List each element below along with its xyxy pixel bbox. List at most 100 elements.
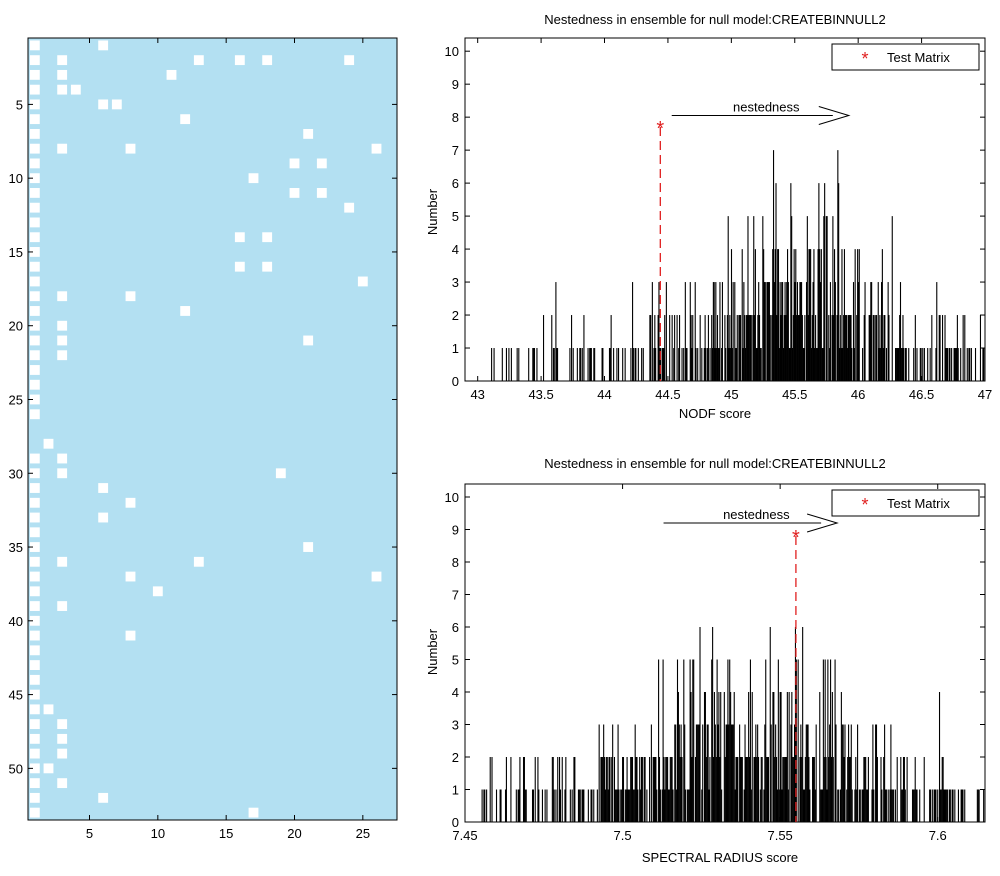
matrix-x-tick-label: 5 [86, 826, 93, 841]
matrix-cell [29, 571, 40, 582]
matrix-cell [29, 173, 40, 184]
nodf-x-tick-label: 43 [470, 387, 484, 402]
spectral-y-tick-label: 9 [452, 523, 459, 538]
matrix-cell [29, 527, 40, 538]
matrix-cell [29, 202, 40, 213]
spectral-plot-frame [464, 483, 986, 823]
nodf-legend-box [831, 43, 980, 71]
nodf-y-tick-label: 3 [452, 275, 459, 290]
matrix-cell [316, 188, 327, 198]
matrix-cell [29, 128, 40, 139]
matrix-cell [29, 379, 40, 390]
matrix-background [28, 38, 397, 820]
matrix-cell [29, 40, 40, 51]
matrix-cell [234, 261, 245, 272]
matrix-cell [29, 158, 40, 169]
matrix-cell [57, 601, 68, 611]
matrix-cell [29, 645, 40, 656]
matrix-y-tick-label: 15 [9, 245, 23, 260]
matrix-cell [98, 483, 109, 493]
spectral-x-tick-label: 7.45 [452, 828, 477, 843]
nodf-y-tick-label: 1 [452, 341, 459, 356]
spectral-chart-title: Nestedness in ensemble for null model:CR… [544, 456, 886, 471]
nodf-x-label: NODF score [679, 406, 751, 421]
matrix-cell [289, 158, 300, 169]
spectral-axes: 7.45 7.5 7.55 7.6 0 1 2 3 4 5 6 7 8 9 10 [445, 483, 986, 843]
matrix-y-tick-label: 35 [9, 540, 23, 555]
matrix-cell [29, 660, 40, 670]
matrix-cell [125, 630, 136, 641]
nodf-legend-label: Test Matrix [887, 50, 950, 65]
matrix-cell [57, 350, 68, 361]
spectral-y-tick-label: 0 [452, 815, 459, 830]
spectral-y-tick-label: 2 [452, 750, 459, 765]
spectral-x-tick-label: 7.55 [767, 828, 792, 843]
matrix-cell [29, 188, 40, 198]
nodf-annotation-arrowhead [818, 106, 851, 125]
matrix-cell [111, 99, 122, 110]
matrix-cell [316, 158, 327, 169]
matrix-x-tick-label: 25 [356, 826, 370, 841]
matrix-cell [57, 335, 68, 346]
matrix-cell [344, 55, 355, 66]
matrix-cell [98, 99, 109, 110]
spectral-y-tick-label: 10 [445, 490, 459, 505]
matrix-cell [125, 291, 136, 302]
matrix-cell [70, 84, 81, 95]
matrix-cell [29, 733, 40, 744]
spectral-y-tick-label: 8 [452, 555, 459, 570]
matrix-cell [29, 483, 40, 493]
matrix-cell [29, 748, 40, 759]
matrix-cell [29, 453, 40, 464]
matrix-cell [29, 468, 40, 479]
matrix-cell [57, 320, 68, 331]
matrix-cell [29, 704, 40, 715]
nodf-legend-marker: * [861, 49, 868, 69]
matrix-cell [29, 394, 40, 405]
matrix-cell [29, 276, 40, 287]
matrix-y-axis: 5 10 15 20 25 30 35 40 45 50 [9, 97, 397, 776]
matrix-cell [29, 409, 40, 420]
matrix-cell [29, 601, 40, 611]
matrix-cell [29, 84, 40, 95]
matrix-cell [29, 497, 40, 508]
spectral-y-tick-label: 1 [452, 783, 459, 798]
matrix-cell [29, 350, 40, 361]
matrix-cell [29, 247, 40, 257]
matrix-cell [303, 542, 314, 552]
nodf-y-tick-label: 8 [452, 110, 459, 125]
matrix-cell [29, 763, 40, 774]
matrix-cell [29, 512, 40, 523]
matrix-cell [180, 306, 191, 316]
matrix-cell [125, 143, 136, 154]
spectral-x-label: SPECTRAL RADIUS score [642, 850, 798, 865]
matrix-y-tick-label: 50 [9, 761, 23, 776]
matrix-cell [29, 586, 40, 597]
matrix-cell [29, 99, 40, 110]
matrix-y-tick-label: 40 [9, 614, 23, 629]
matrix-y-tick-label: 25 [9, 392, 23, 407]
nodf-y-tick-label: 7 [452, 143, 459, 158]
matrix-x-tick-label: 20 [287, 826, 301, 841]
matrix-y-tick-label: 20 [9, 319, 23, 334]
matrix-cell [57, 453, 68, 464]
matrix-y-tick-label: 45 [9, 688, 23, 703]
spectral-y-tick-label: 3 [452, 718, 459, 733]
matrix-cell [180, 114, 191, 125]
matrix-cell [57, 291, 68, 302]
matrix-cell [57, 778, 68, 789]
spectral-x-tick-label: 7.6 [929, 828, 947, 843]
nodf-x-tick-label: 44.5 [655, 387, 680, 402]
matrix-x-axis: 5 10 15 20 25 [86, 38, 370, 841]
matrix-cell [29, 143, 40, 154]
matrix-cell [262, 55, 273, 66]
matrix-cell [262, 232, 273, 243]
matrix-cell [57, 719, 68, 730]
matrix-y-tick-label: 30 [9, 466, 23, 481]
matrix-cell [29, 69, 40, 80]
matrix-cell [262, 261, 273, 272]
matrix-cell [29, 719, 40, 730]
nodf-x-tick-label: 46.5 [909, 387, 934, 402]
